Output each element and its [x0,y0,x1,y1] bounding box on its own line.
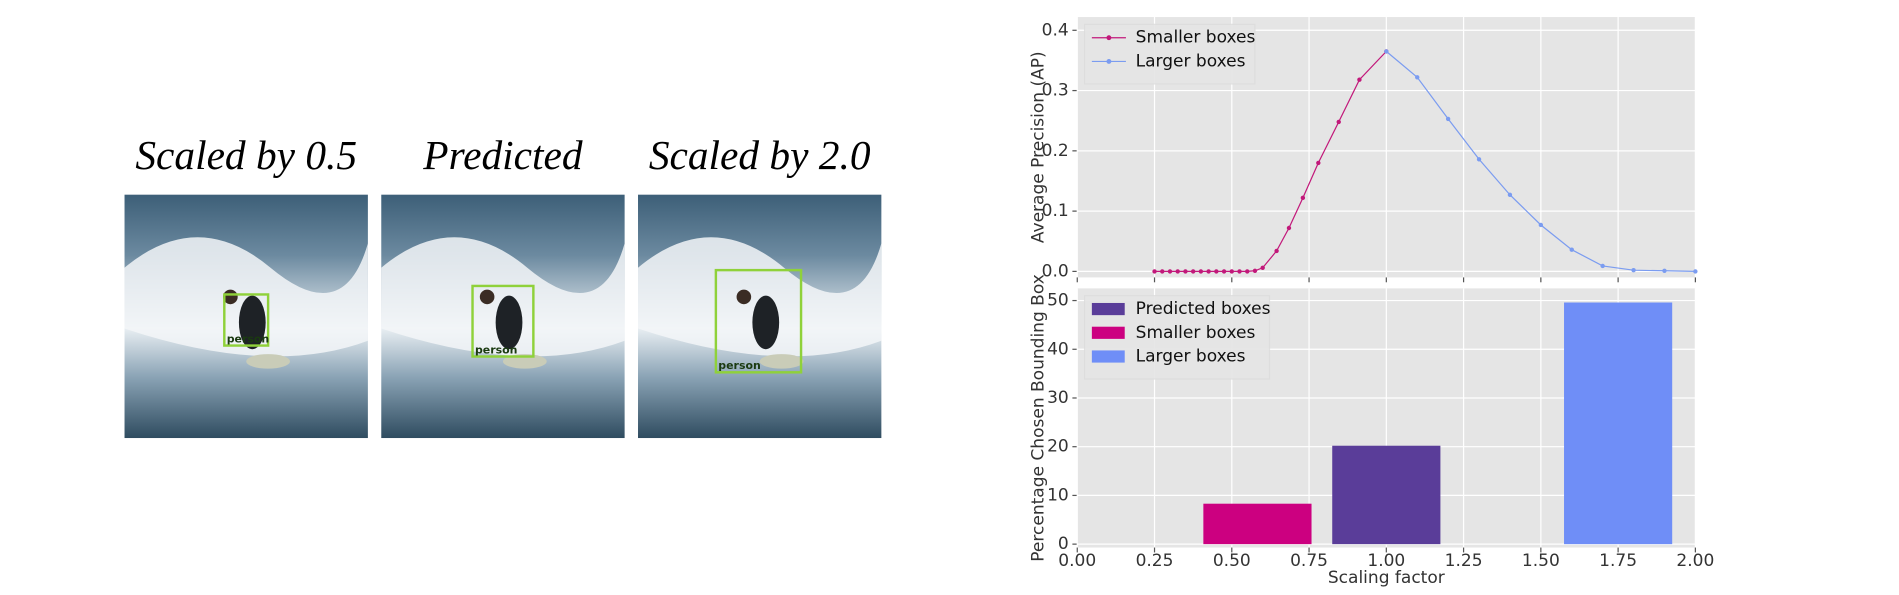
y-axis-label: Average Precision (AP) [1028,51,1048,243]
point [1600,263,1605,269]
legend-swatch [1091,326,1125,339]
point [1183,269,1188,274]
legend-swatch [1091,302,1125,316]
surfer [752,295,780,350]
point [1693,269,1698,274]
surfboard [759,354,804,369]
line [1154,50,1387,273]
y-tick-label: 10 [1047,485,1069,505]
point [1167,269,1173,274]
x-tick-label: 0.75 [1290,551,1328,571]
panel-title: Scaled by 2.0 [649,132,871,178]
legend: Smaller boxes Larger boxes [1083,23,1256,85]
point [1198,269,1204,274]
y-tick-label: 0.3 [1042,81,1069,101]
legend-label: Predicted boxes [1136,299,1271,319]
point [1245,269,1250,274]
detection-box [714,268,803,374]
legend-label: Larger boxes [1136,347,1246,367]
y-axis-label: Percentage Chosen Bounding Box [1028,274,1048,562]
legend-label: Smaller boxes [1136,28,1256,48]
y-tick-label: 0.1 [1042,201,1069,221]
surfboard [246,354,291,369]
point [1175,269,1180,274]
panel-title: Scaled by 0.5 [135,132,357,178]
point [1357,77,1362,82]
surfer [495,295,523,350]
point [1206,269,1211,274]
point [1384,49,1389,54]
point [1300,195,1306,201]
wave [638,237,882,357]
point [1336,119,1341,125]
y-tick-label: 40 [1047,339,1069,359]
legend: Predicted boxes Smaller boxes Larger boxes [1083,295,1271,380]
panel-title: Predicted [422,132,583,178]
bar [1203,503,1312,545]
detection-label: person [227,332,269,345]
y-tick-label: 0.0 [1042,261,1069,281]
point [1445,116,1451,122]
point [1260,265,1265,270]
point [1190,269,1196,274]
point [1252,268,1258,273]
y-tick-label: 30 [1047,388,1069,408]
point [1274,248,1279,254]
detection-box [471,284,535,358]
point [1229,269,1234,274]
bar [1564,302,1673,545]
wave [381,237,625,357]
legend-swatch [1091,350,1125,363]
detection-box [223,293,270,347]
legend-marker [1106,35,1112,41]
point [1662,268,1667,273]
x-tick-label: 0.25 [1136,551,1174,571]
x-tick-label: 1.00 [1367,551,1405,571]
point [1631,268,1636,273]
x-tick-label: 1.25 [1445,551,1483,571]
point [1152,269,1157,274]
y-tick-label: 20 [1047,437,1069,457]
x-tick-label: 2.00 [1676,551,1714,571]
detection-label: person [718,359,760,372]
y-tick-label: 50 [1047,291,1069,311]
point [1316,160,1321,166]
legend-label: Smaller boxes [1136,323,1256,343]
point [1569,247,1574,252]
point [1237,269,1242,274]
y-tick-label: 0 [1058,534,1069,554]
point [1221,269,1227,274]
x-tick-label: 0.00 [1058,551,1096,571]
point [1538,222,1544,228]
surfer-head [479,289,495,305]
point [1286,225,1292,231]
legend-label: Larger boxes [1136,51,1246,71]
point [1476,157,1482,162]
surfer [238,295,266,350]
x-tick-label: 0.50 [1213,551,1251,571]
x-axis-label: Scaling factor [1328,568,1445,588]
surfer-head [736,289,752,305]
x-tick-label: 1.50 [1522,551,1560,571]
point [1160,269,1165,274]
point [1214,269,1219,274]
wave [124,237,368,357]
legend-marker [1106,59,1112,64]
legend-box [1083,23,1256,85]
point [1415,75,1420,80]
bar [1332,445,1441,545]
y-tick-label: 0.2 [1042,141,1069,161]
x-tick-label: 1.75 [1599,551,1637,571]
y-tick-label: 0.4 [1042,20,1069,40]
point [1507,192,1513,198]
detection-label: person [475,343,517,356]
